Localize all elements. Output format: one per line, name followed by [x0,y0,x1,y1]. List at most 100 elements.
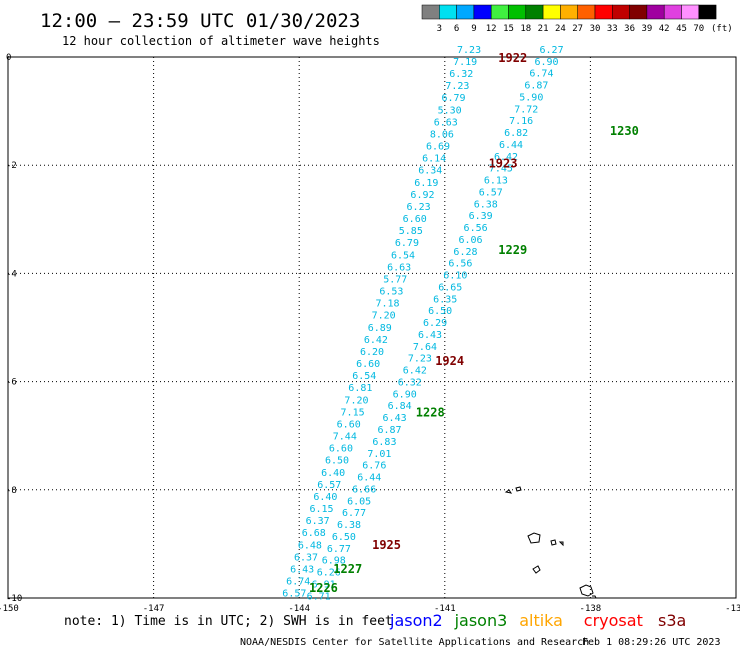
island [532,565,541,574]
y-tick-label: 0 [6,53,11,63]
y-tick-label: -8 [6,486,17,496]
y-tick-label: -2 [6,161,17,171]
colorbar-swatch [629,4,648,20]
pass-time-label: 1923 [489,156,518,170]
swh-value-label: 6.89 [368,323,392,334]
swh-value-label: 6.81 [348,383,372,394]
swh-value-label: 6.43 [418,330,442,341]
swh-value-label: 6.87 [524,81,548,92]
swh-value-label: 6.63 [387,262,411,273]
colorbar-swatch [698,4,717,20]
colorbar-tick-label: 39 [641,24,652,34]
colorbar-tick-label: 21 [538,24,549,34]
island [504,489,513,494]
colorbar-unit: (ft) [711,24,733,34]
pass-time-label: 1226 [309,581,338,595]
colorbar-swatch [594,4,613,20]
colorbar-tick-label: 12 [486,24,497,34]
swh-value-label: 6.40 [321,468,345,479]
swh-value-label: 5.30 [438,105,462,116]
swh-value-label: 6.38 [337,520,361,531]
pass-time-label: 1228 [416,405,445,419]
axis-tick-labels: -150 -147 -144 -141 -138 -135 0 -2 -4 -6 -8 -10 [0,53,740,614]
swh-value-label: 7.23 [457,45,481,56]
chart-subtitle: 12 hour collection of altimeter wave hei… [62,34,380,48]
y-tick-label: -6 [6,378,17,388]
swh-value-label: 6.60 [329,444,353,455]
colorbar-tick-label: 15 [503,24,514,34]
swh-value-label: 7.15 [341,407,365,418]
timestamp-text: Feb 1 08:29:26 UTC 2023 [582,637,720,648]
x-tick-label: -138 [580,604,602,614]
swh-value-label: 6.23 [407,202,431,213]
swh-value-label: 6.42 [364,335,388,346]
x-tick-label: -141 [434,604,456,614]
pass-time-label: 1229 [498,243,527,257]
map-frame [7,56,737,599]
swh-value-label: 6.53 [379,287,403,298]
swh-value-label: 6.82 [504,128,528,139]
swh-value-label: 7.64 [413,342,437,353]
swh-value-label: 6.79 [441,93,465,104]
swh-value-label: 6.27 [540,45,564,56]
swh-value-label: 6.32 [449,69,473,80]
swh-value-label: 6.19 [414,178,438,189]
swh-value-label: 6.20 [360,347,384,358]
x-tick-label: -144 [288,604,310,614]
colorbar-tick-label: 27 [572,24,583,34]
x-tick-label: -147 [143,604,165,614]
swh-value-label: 6.57 [317,480,341,491]
colorbar-swatch [612,4,630,20]
colorbar-tick-label: 18 [520,24,531,34]
swh-value-label: 6.48 [298,540,322,551]
swh-value-label: 6.37 [294,552,318,563]
island [592,595,597,599]
colorbar-swatch [681,4,700,20]
island [515,486,522,492]
swh-value-label: 6.54 [352,371,376,382]
x-tick-label: -150 [0,604,19,614]
colorbar-swatch [577,4,596,20]
y-tick-label: -10 [6,594,22,604]
swh-value-label: 6.50 [428,306,452,317]
footer-note: note: 1) Time is in UTC; 2) SWH is in fe… [64,614,393,629]
swh-value-label: 6.76 [362,461,386,472]
colorbar-tick-label: 30 [590,24,601,34]
swh-value-label: 7.44 [333,432,357,443]
pass-time-label: 1227 [333,562,362,576]
swh-value-label: 7.18 [375,299,399,310]
satellite-name: altika [519,611,563,630]
swh-value-label: 6.92 [410,190,434,201]
swh-value-label: 6.57 [282,589,306,600]
swh-value-label: 6.91 [312,579,336,590]
swh-value-label: 6.65 [438,282,462,293]
swh-value-label: 6.79 [395,238,419,249]
pass-time-label: 1925 [372,538,401,552]
x-tick-label: -135 [725,604,740,614]
colorbar-swatch [490,4,509,20]
swh-value-label: 6.56 [448,259,472,270]
swh-value-label: 6.32 [398,377,422,388]
satellite-name: s3a [658,611,686,630]
island [579,584,594,597]
swh-value-label: 6.68 [302,528,326,539]
swh-value-label: 6.05 [347,496,371,507]
islands [504,486,597,599]
colorbar-swatch [439,4,457,20]
swh-value-label: 6.90 [393,389,417,400]
swh-value-label: 5.85 [399,226,423,237]
swh-value-label: 7.45 [489,164,513,175]
swh-value-label: 7.72 [514,104,538,115]
swh-value-label: 6.14 [422,154,446,165]
swh-value-label: 6.74 [286,577,310,588]
colorbar-swatch [663,4,682,20]
satellite-name: jason2 [389,611,443,630]
swh-value-label: 6.87 [377,425,401,436]
colorbar-swatch [421,4,440,20]
colorbar-tick-label: 33 [607,24,618,34]
swh-value-label: 6.74 [529,69,553,80]
swh-value-label: 6.43 [290,564,314,575]
swh-value-label: 5.77 [383,274,407,285]
